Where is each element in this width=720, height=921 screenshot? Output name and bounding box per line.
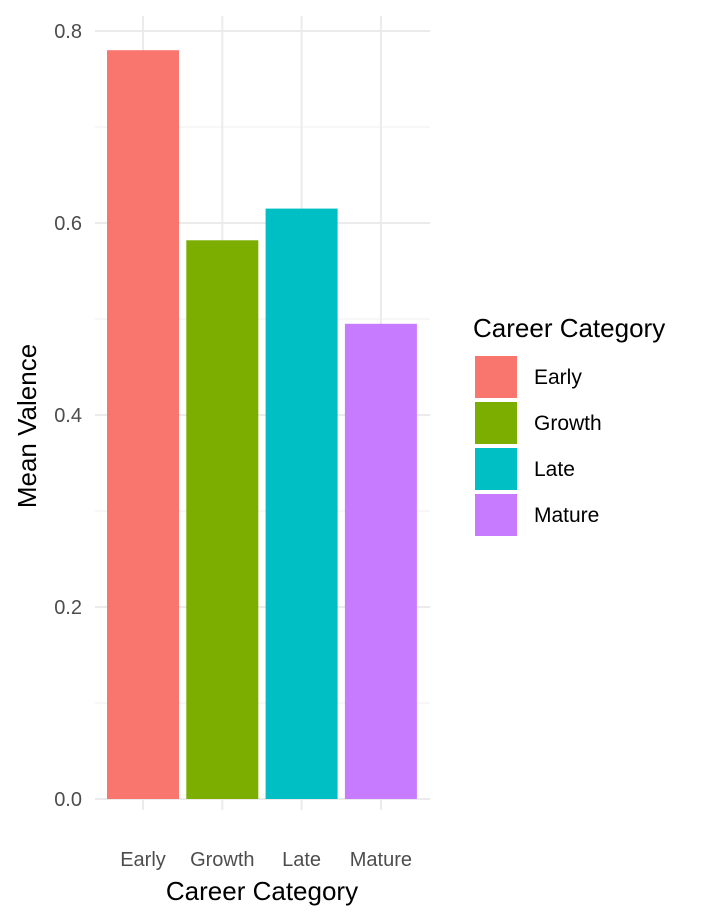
y-tick-label: 0.2 bbox=[54, 597, 82, 619]
x-tick-label: Mature bbox=[350, 849, 412, 871]
legend-label: Late bbox=[534, 458, 575, 481]
y-tick-label: 0.0 bbox=[54, 789, 82, 811]
bar-early bbox=[107, 50, 179, 799]
bars bbox=[107, 50, 417, 800]
x-tick-label: Late bbox=[282, 849, 321, 871]
legend-label: Early bbox=[534, 366, 582, 389]
legend-label: Growth bbox=[534, 412, 602, 435]
y-tick-label: 0.8 bbox=[54, 21, 82, 43]
legend: Career Category Early Growth Late Mature bbox=[473, 313, 665, 536]
bar-mature bbox=[344, 323, 417, 799]
y-axis-ticks: 0.0 0.2 0.4 0.6 0.8 bbox=[54, 21, 82, 811]
legend-key-late bbox=[475, 448, 517, 490]
legend-label: Mature bbox=[534, 504, 599, 527]
bar-growth bbox=[186, 240, 259, 799]
bar-late bbox=[265, 208, 338, 800]
x-tick-label: Growth bbox=[190, 849, 254, 871]
legend-title: Career Category bbox=[473, 313, 665, 343]
y-axis-title: Mean Valence bbox=[12, 344, 42, 508]
x-tick-label: Early bbox=[120, 849, 166, 871]
legend-key-growth bbox=[475, 402, 517, 444]
x-axis-ticks: Early Growth Late Mature bbox=[120, 849, 412, 871]
legend-key-early bbox=[475, 356, 517, 398]
legend-key-mature bbox=[475, 494, 517, 536]
y-tick-label: 0.6 bbox=[54, 213, 82, 235]
y-tick-label: 0.4 bbox=[54, 405, 82, 427]
x-axis-title: Career Category bbox=[166, 876, 358, 906]
